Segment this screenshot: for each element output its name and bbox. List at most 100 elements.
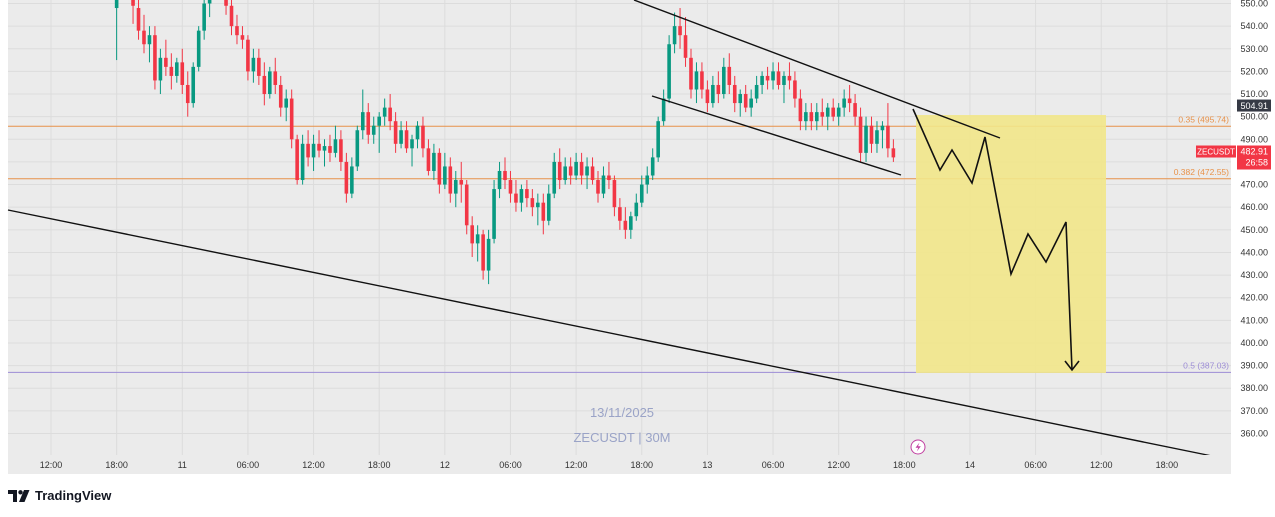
candle-body: [738, 94, 743, 104]
candle-body: [793, 80, 797, 99]
candle-body: [765, 75, 770, 81]
candle: [809, 103, 814, 131]
y-tick-label: 410.00: [1240, 315, 1268, 325]
candle: [798, 89, 803, 131]
projection-box[interactable]: [916, 115, 1106, 373]
candle-body: [317, 143, 321, 151]
candle-body: [672, 26, 677, 45]
x-tick-label: 18:00: [1156, 460, 1179, 470]
price-axis[interactable]: [1231, 0, 1275, 474]
candle-body: [760, 75, 764, 85]
candle: [754, 75, 759, 104]
candle-body: [667, 44, 671, 99]
candle-body: [169, 66, 174, 76]
candle: [864, 116, 868, 162]
candle: [273, 57, 278, 95]
candle: [574, 152, 578, 181]
upper-channel-line[interactable]: [633, 0, 1001, 139]
candle: [579, 152, 584, 185]
candle: [886, 103, 890, 158]
candle: [339, 130, 343, 171]
candle-body: [804, 112, 808, 122]
candle: [492, 180, 496, 244]
candle: [399, 121, 403, 149]
candle: [415, 121, 420, 149]
candle: [475, 225, 480, 262]
candle: [514, 180, 518, 212]
candle-body: [404, 130, 409, 149]
candle: [158, 48, 163, 95]
candle: [776, 62, 781, 90]
countdown-value: 26:58: [1245, 158, 1268, 168]
candle: [464, 180, 469, 235]
candle: [596, 170, 600, 203]
candle-body: [393, 121, 398, 144]
candle: [486, 229, 491, 285]
candle: [590, 157, 595, 185]
candle: [842, 89, 846, 117]
lightning-icon[interactable]: [910, 439, 926, 455]
x-tick-label: 18:00: [368, 460, 391, 470]
time-axis[interactable]: [8, 455, 1231, 474]
candle: [667, 35, 671, 104]
candle: [360, 89, 365, 140]
candle-body: [541, 202, 546, 221]
candle: [322, 139, 327, 167]
candle: [481, 229, 485, 280]
candle: [246, 35, 250, 81]
candle-body: [229, 5, 234, 27]
candle: [629, 211, 633, 239]
candle: [722, 57, 726, 99]
candle: [393, 112, 398, 153]
long-trend-line[interactable]: [7, 209, 1213, 457]
current-price-tag: [1237, 145, 1271, 170]
candle: [525, 180, 529, 208]
y-tick-label: 500.00: [1240, 112, 1268, 122]
candle-body: [645, 175, 650, 185]
y-tick-label: 530.00: [1240, 44, 1268, 54]
candle-body: [694, 71, 699, 90]
lower-channel-line[interactable]: [651, 95, 902, 176]
candle: [453, 170, 458, 208]
last-price-value: 504.91: [1240, 101, 1268, 111]
candle-body: [371, 125, 376, 135]
candle-body: [525, 189, 529, 199]
candle: [541, 193, 546, 235]
candle-body: [273, 71, 278, 85]
candle-body: [891, 148, 896, 158]
candle-body: [743, 94, 748, 108]
candle-body: [705, 89, 710, 104]
candlestick-chart[interactable]: 0.35 (495.74)0.382 (472.55)0.5 (387.03) …: [0, 0, 1275, 474]
candle-body: [251, 57, 256, 72]
symbol-tag: [1196, 145, 1236, 158]
candle: [262, 62, 267, 106]
x-tick-label: 18:00: [630, 460, 653, 470]
candle: [426, 139, 431, 176]
candle: [804, 103, 808, 131]
projection-path-layer: [912, 108, 1080, 372]
y-tick-label: 550.00: [1240, 0, 1268, 9]
candle-body: [377, 116, 381, 126]
candle-body: [825, 107, 830, 117]
candle: [459, 161, 464, 203]
candle-body: [399, 130, 403, 144]
candle-body: [601, 175, 606, 194]
candle: [711, 75, 715, 108]
y-tick-label: 510.00: [1240, 89, 1268, 99]
candle-body: [481, 234, 485, 271]
x-tick-label: 14: [965, 460, 975, 470]
candle: [268, 66, 272, 99]
candle: [601, 166, 606, 199]
candle-body: [180, 62, 185, 85]
y-tick-label: 440.00: [1240, 247, 1268, 257]
candle-body: [114, 0, 119, 9]
candle: [328, 134, 332, 162]
projection-path[interactable]: [912, 108, 1073, 371]
x-tick-label: 11: [178, 460, 187, 470]
candle-body: [568, 166, 573, 176]
candle: [410, 134, 414, 167]
tradingview-logo[interactable]: TradingView: [8, 488, 111, 503]
candle: [131, 0, 135, 24]
candle: [164, 39, 168, 76]
candle: [683, 17, 688, 67]
